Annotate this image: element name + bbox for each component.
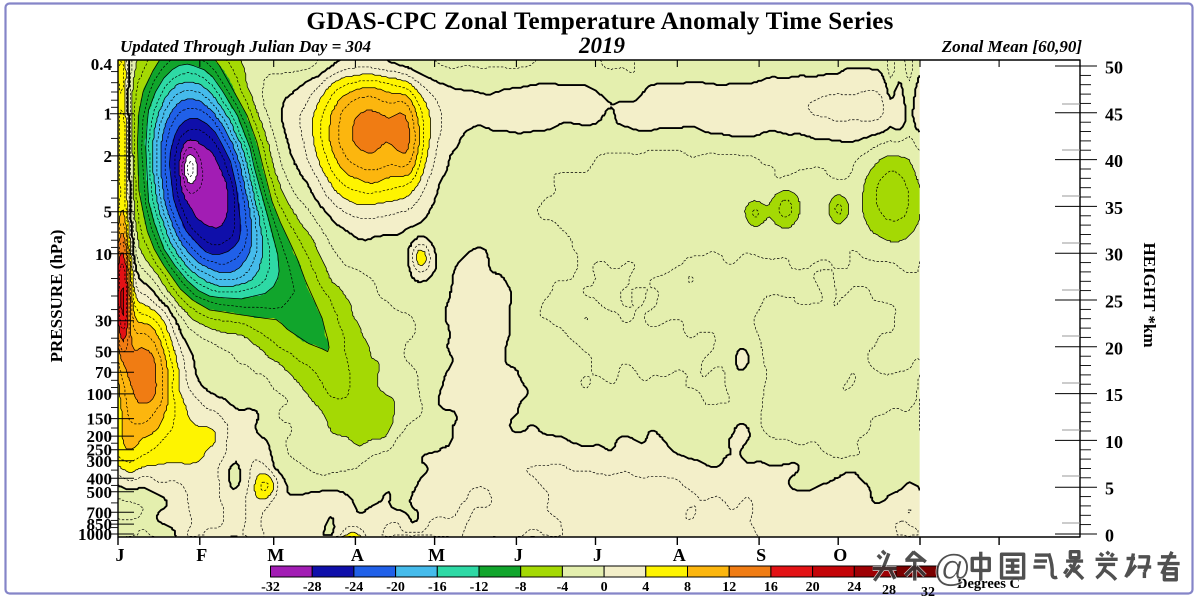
svg-text:150: 150 [87,410,113,429]
svg-text:50: 50 [95,343,112,362]
svg-text:700: 700 [87,503,113,522]
svg-text:32: 32 [921,585,935,600]
svg-text:A: A [351,545,364,565]
svg-text:28: 28 [882,583,896,598]
svg-text:-32: -32 [261,580,280,595]
svg-text:-12: -12 [470,580,489,595]
svg-text:25: 25 [1105,292,1123,312]
svg-text:12: 12 [722,580,736,595]
svg-text:-4: -4 [557,580,569,595]
svg-text:-24: -24 [345,580,364,595]
svg-text:15: 15 [1105,385,1123,405]
svg-text:400: 400 [87,469,113,488]
svg-text:200: 200 [87,427,113,446]
svg-text:50: 50 [1105,58,1123,78]
svg-text:70: 70 [95,363,112,382]
svg-text:24: 24 [847,580,861,595]
svg-text:1: 1 [104,105,113,124]
svg-text:100: 100 [87,385,113,404]
svg-text:16: 16 [764,580,778,595]
svg-text:300: 300 [87,452,113,471]
svg-text:4: 4 [642,580,649,595]
svg-text:500: 500 [87,483,113,502]
svg-text:10: 10 [1105,432,1123,452]
svg-text:J: J [116,545,125,565]
svg-text:S: S [756,545,766,565]
svg-text:J: J [593,545,602,565]
svg-text:30: 30 [95,312,112,331]
svg-text:40: 40 [1105,151,1123,171]
svg-text:850: 850 [87,515,113,534]
svg-text:1000: 1000 [78,525,112,544]
svg-text:A: A [673,545,686,565]
svg-text:45: 45 [1105,104,1123,124]
svg-text:20: 20 [1105,338,1123,358]
svg-text:20: 20 [806,580,820,595]
svg-text:PRESSURE (hPa): PRESSURE (hPa) [47,230,66,363]
svg-text:@: @ [933,548,972,590]
svg-text:0: 0 [601,580,608,595]
svg-text:HEIGHT *km: HEIGHT *km [1140,242,1159,347]
svg-text:-20: -20 [386,580,405,595]
svg-text:J: J [514,545,523,565]
svg-text:10: 10 [95,245,112,264]
svg-text:0.4: 0.4 [91,55,113,74]
svg-text:30: 30 [1105,245,1123,265]
svg-text:-8: -8 [515,580,527,595]
svg-text:F: F [196,545,207,565]
svg-text:8: 8 [684,580,691,595]
svg-text:2: 2 [104,147,113,166]
svg-text:-28: -28 [303,580,322,595]
svg-text:35: 35 [1105,198,1123,218]
svg-text:250: 250 [87,441,113,460]
svg-text:5: 5 [1105,479,1114,499]
svg-text:M: M [267,545,284,565]
svg-text:5: 5 [104,203,113,222]
svg-text:0: 0 [1105,526,1114,546]
svg-text:O: O [833,545,847,565]
svg-text:-16: -16 [428,580,447,595]
svg-text:M: M [428,545,445,565]
